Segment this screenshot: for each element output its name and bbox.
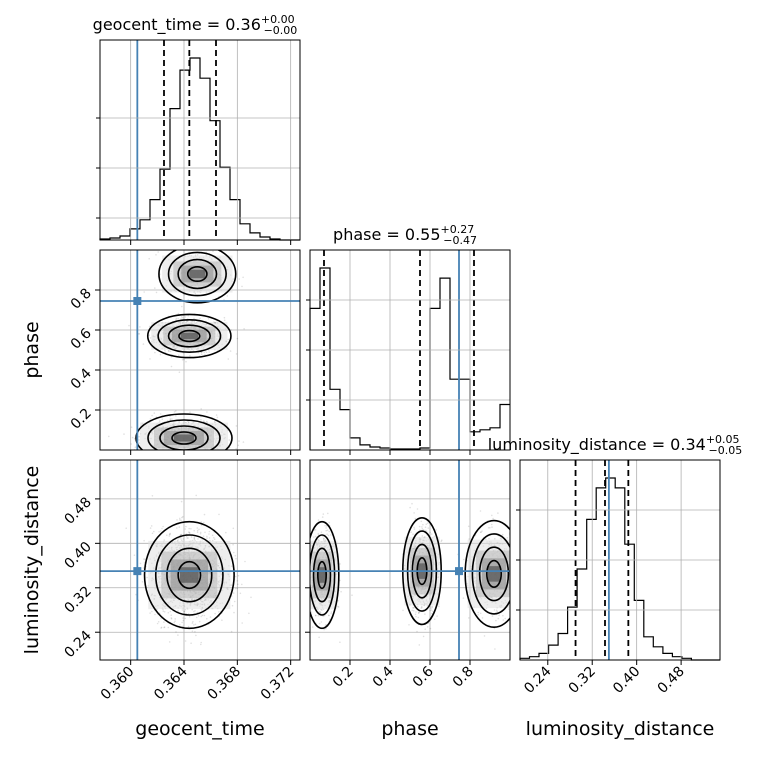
x-tick-label: 0.4	[370, 663, 397, 690]
density-cell	[180, 332, 198, 340]
title-luminosity_distance: luminosity_distance = 0.34+0.05 −0.05	[488, 433, 743, 457]
contour	[310, 534, 336, 616]
y-tick-label: 0.40	[61, 539, 94, 572]
x-tick-label: 0.32	[566, 664, 599, 697]
y-tick-label: 0.4	[68, 365, 95, 392]
density-cell	[180, 567, 199, 583]
contour	[158, 250, 237, 304]
x-axis-label: phase	[381, 718, 438, 740]
contour	[166, 547, 213, 603]
histogram-geocent_time	[99, 57, 300, 241]
contour	[167, 324, 211, 348]
truth-marker	[455, 567, 463, 576]
y-axis-label: luminosity_distance	[21, 466, 43, 655]
x-tick-label: 0.24	[521, 663, 554, 696]
contour	[485, 559, 502, 589]
truth-marker	[133, 567, 142, 576]
y-tick-label: 0.32	[61, 583, 94, 616]
panel-phase-geocent_time	[100, 250, 300, 450]
contour	[186, 265, 208, 282]
density-cell	[189, 269, 206, 279]
contour	[464, 519, 510, 629]
truth-marker	[133, 297, 142, 305]
contour	[146, 313, 232, 359]
panel-frame	[99, 459, 301, 661]
contour	[154, 534, 224, 616]
contour	[310, 520, 340, 630]
panel-luminosity_distance-geocent_time	[100, 460, 300, 660]
y-tick-label: 0.8	[68, 286, 95, 313]
panel-luminosity_distance-phase	[310, 460, 510, 660]
density-cell	[318, 567, 326, 583]
y-tick-label: 0.6	[68, 325, 95, 352]
contour	[316, 560, 327, 590]
y-tick-label: 0.48	[61, 494, 94, 527]
contour	[147, 419, 221, 450]
x-tick-label: 0.360	[98, 664, 138, 704]
x-tick-label: 0.372	[258, 664, 298, 704]
contour	[178, 329, 201, 343]
panel-frame	[99, 39, 301, 241]
histogram-phase	[309, 267, 510, 450]
x-tick-label: 0.2	[330, 664, 357, 691]
text-layer: 0.360 0.364 0.368 0.372 geocent_time 0.2 0.4 0.…	[21, 13, 742, 740]
panel-frame	[99, 249, 301, 451]
contour	[167, 251, 227, 297]
panel-frame	[309, 459, 511, 661]
contour	[135, 413, 233, 450]
x-tick-label: 0.40	[610, 664, 643, 697]
x-axis-label: geocent_time	[135, 718, 264, 740]
x-tick-label: 0.48	[655, 664, 688, 697]
contour	[478, 546, 510, 602]
y-tick-label: 0.2	[68, 406, 95, 433]
contour	[159, 425, 209, 450]
y-tick-label: 0.24	[61, 628, 94, 661]
contour	[177, 560, 202, 590]
x-tick-label: 0.364	[151, 663, 191, 703]
y-axis-label: phase	[21, 321, 43, 378]
contour	[312, 547, 332, 603]
axes-layer	[95, 39, 721, 665]
contour	[471, 533, 510, 615]
contour	[177, 258, 218, 290]
contour	[157, 318, 222, 353]
x-tick-label: 0.368	[204, 664, 244, 704]
contour	[143, 520, 235, 630]
x-axis-label: luminosity_distance	[526, 718, 715, 740]
x-tick-label: 0.6	[410, 663, 437, 690]
title-phase: phase = 0.55+0.27 −0.47	[333, 223, 477, 247]
title-geocent_time: geocent_time = 0.36+0.00 −0.00	[93, 13, 298, 37]
histogram-luminosity_distance	[519, 477, 720, 661]
x-tick-label: 0.8	[450, 664, 477, 691]
density-cell	[488, 566, 500, 582]
density-layer	[100, 250, 510, 660]
density-cell	[174, 434, 194, 442]
contour	[171, 431, 197, 445]
